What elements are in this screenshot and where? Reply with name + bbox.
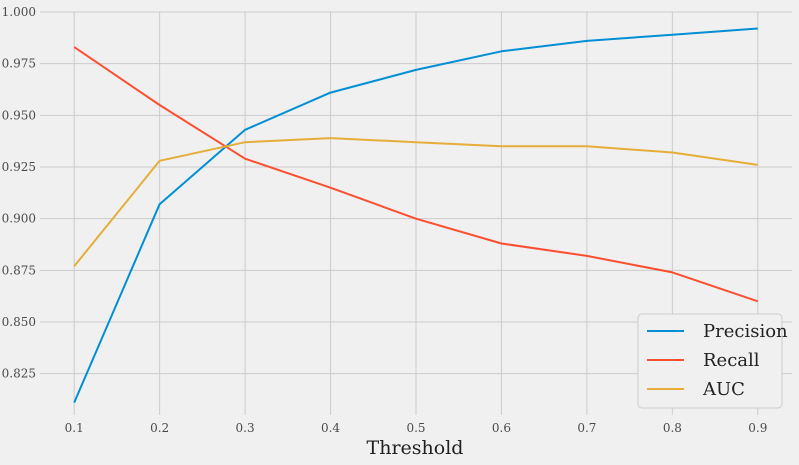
x-tick-label: 0.4: [321, 421, 340, 435]
y-tick-label: 1.000: [2, 5, 36, 19]
x-axis-ticks: 0.1 0.2 0.3 0.4 0.5 0.6 0.7 0.8 0.9: [65, 421, 768, 435]
y-tick-label: 0.950: [2, 108, 36, 122]
legend: Precision Recall AUC: [637, 313, 788, 409]
x-tick-label: 0.8: [663, 421, 682, 435]
series-line-recall: [73, 46, 759, 303]
legend-label-precision: Precision: [703, 321, 788, 342]
x-tick-label: 0.6: [492, 421, 511, 435]
grid-lines: [40, 11, 792, 415]
y-tick-label: 0.975: [2, 57, 36, 71]
x-tick-label: 0.7: [577, 421, 596, 435]
x-tick-label: 0.5: [406, 421, 425, 435]
y-tick-label: 0.850: [2, 315, 36, 329]
x-tick-label: 0.9: [748, 421, 767, 435]
legend-box: [637, 313, 783, 409]
x-tick-label: 0.1: [65, 421, 84, 435]
y-tick-label: 0.825: [2, 367, 36, 381]
series-lines: [73, 27, 759, 403]
x-axis-label: Threshold: [367, 437, 464, 459]
series-line-auc: [73, 137, 758, 267]
y-axis-ticks: 0.825 0.850 0.875 0.900 0.925 0.950 0.975 1.000: [2, 5, 36, 381]
x-tick-label: 0.3: [236, 421, 255, 435]
y-tick-label: 0.875: [2, 263, 36, 277]
x-tick-label: 0.2: [150, 421, 169, 435]
y-tick-label: 0.925: [2, 160, 36, 174]
series-line-precision: [73, 27, 758, 403]
legend-label-recall: Recall: [703, 350, 760, 371]
y-tick-label: 0.900: [2, 212, 36, 226]
legend-label-auc: AUC: [702, 379, 745, 400]
